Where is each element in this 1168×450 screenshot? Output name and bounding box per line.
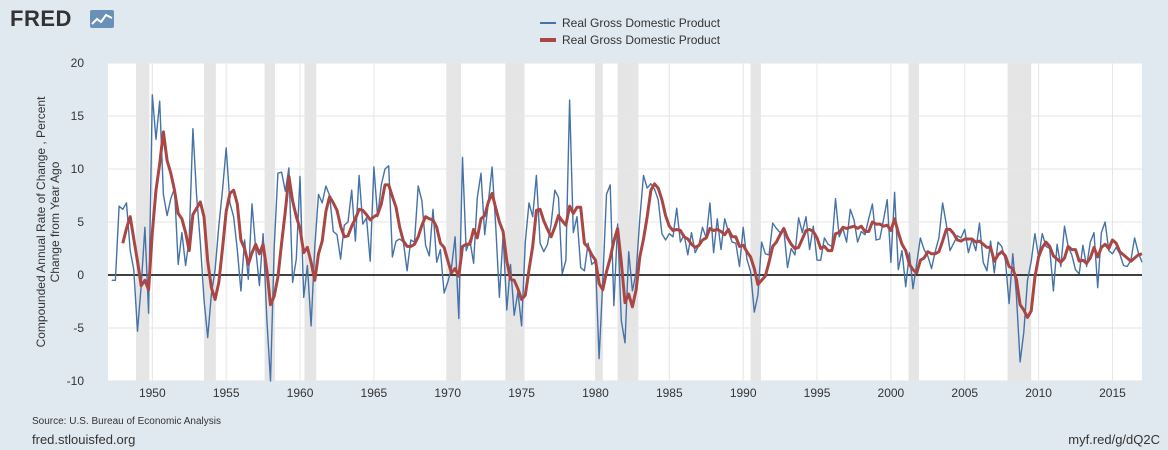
series-line-1	[121, 130, 1143, 319]
site-link[interactable]: fred.stlouisfed.org	[32, 432, 136, 447]
x-tick-label-2: 1960	[287, 386, 314, 400]
legend-swatch-yoy	[540, 37, 556, 42]
x-tick-label-12: 2010	[1025, 386, 1052, 400]
x-tick-label-5: 1975	[508, 386, 535, 400]
y-tick-label-5: 15	[71, 109, 85, 123]
y-tick-label-4: 10	[71, 162, 85, 176]
series-lines	[111, 94, 1143, 382]
short-link[interactable]: myf.red/g/dQ2C	[1068, 432, 1160, 447]
legend-label-yoy: Real Gross Domestic Product	[562, 32, 721, 47]
legend-item-quarterly: Real Gross Domestic Product	[540, 14, 720, 31]
legend-label-quarterly: Real Gross Domestic Product	[562, 15, 721, 30]
legend-item-yoy: Real Gross Domestic Product	[540, 31, 720, 48]
x-tick-label-10: 2000	[878, 386, 905, 400]
x-tick-label-11: 2005	[951, 386, 978, 400]
y-tick-label-6: 20	[71, 56, 85, 70]
x-tick-label-13: 2015	[1099, 386, 1126, 400]
y-tick-label-2: 0	[77, 268, 84, 282]
chart-legend: Real Gross Domestic Product Real Gross D…	[540, 14, 720, 48]
x-tick-label-7: 1985	[656, 386, 683, 400]
x-tick-label-4: 1970	[434, 386, 461, 400]
y-tick-label-3: 5	[77, 215, 84, 229]
y-tick-label-0: -10	[67, 374, 85, 388]
fred-logo: FRED	[10, 6, 72, 31]
x-axis-ticks: 1950 1955 1960 1965 1970 1975 1980 1985 1990 1995…	[139, 386, 1126, 400]
source-note: Source: U.S. Bureau of Economic Analysis	[32, 416, 221, 427]
x-tick-label-8: 1990	[730, 386, 757, 400]
x-tick-label-0: 1950	[139, 386, 166, 400]
x-tick-label-9: 1995	[804, 386, 831, 400]
y-axis-ticks: -10 -5 0 5 10 15 20	[67, 56, 85, 388]
legend-swatch-quarterly	[540, 21, 556, 24]
x-tick-label-1: 1955	[213, 386, 240, 400]
y-tick-label-1: -5	[73, 321, 84, 335]
x-tick-label-3: 1965	[361, 386, 388, 400]
x-tick-label-6: 1980	[582, 386, 609, 400]
fred-chart-logo-icon	[90, 10, 114, 28]
